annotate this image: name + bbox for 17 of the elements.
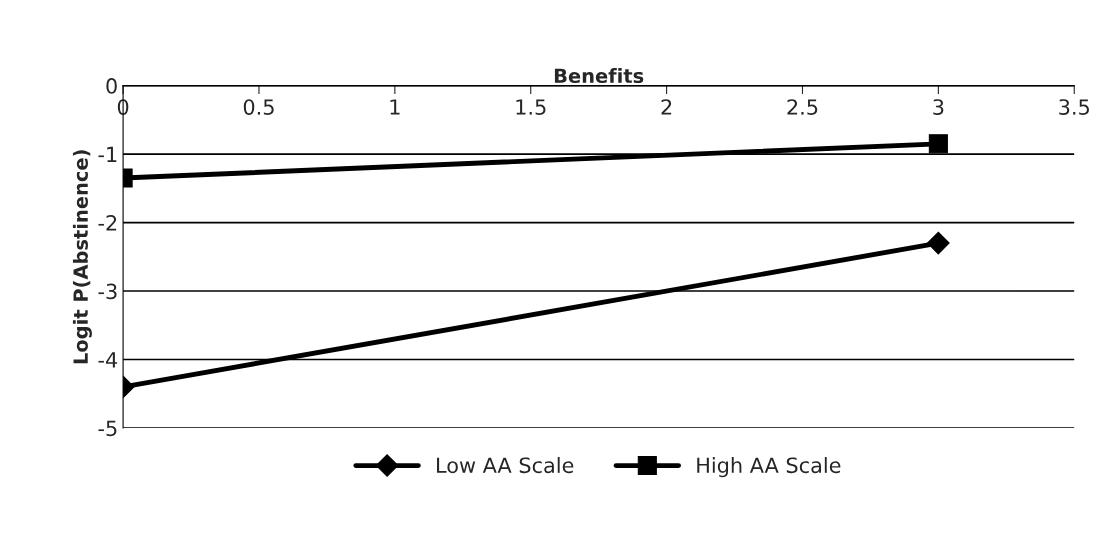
x-tick-label: 1.5 (516, 99, 546, 115)
y-tick-label: -2 (98, 215, 117, 231)
x-tick-label: 3 (933, 99, 944, 115)
x-tick-label: 1 (390, 99, 400, 115)
legend-label: High AA Scale (697, 457, 841, 478)
x-tick-label: 2.5 (787, 99, 818, 115)
x-axis-title: Benefits (554, 68, 644, 84)
y-axis-title: Logit P(Abstinence) (72, 150, 92, 364)
y-tick-label: -4 (98, 352, 118, 368)
x-tick-label: 0.5 (243, 99, 274, 115)
x-tick-label: 3.5 (1059, 99, 1089, 115)
y-tick-label: 0 (106, 78, 117, 94)
y-tick-label: -3 (98, 283, 117, 300)
y-tick-label: -1 (98, 146, 117, 162)
y-tick-label: -5 (98, 420, 117, 437)
x-tick-label: 2 (661, 99, 672, 115)
legend-label: Low AA Scale (437, 457, 574, 474)
